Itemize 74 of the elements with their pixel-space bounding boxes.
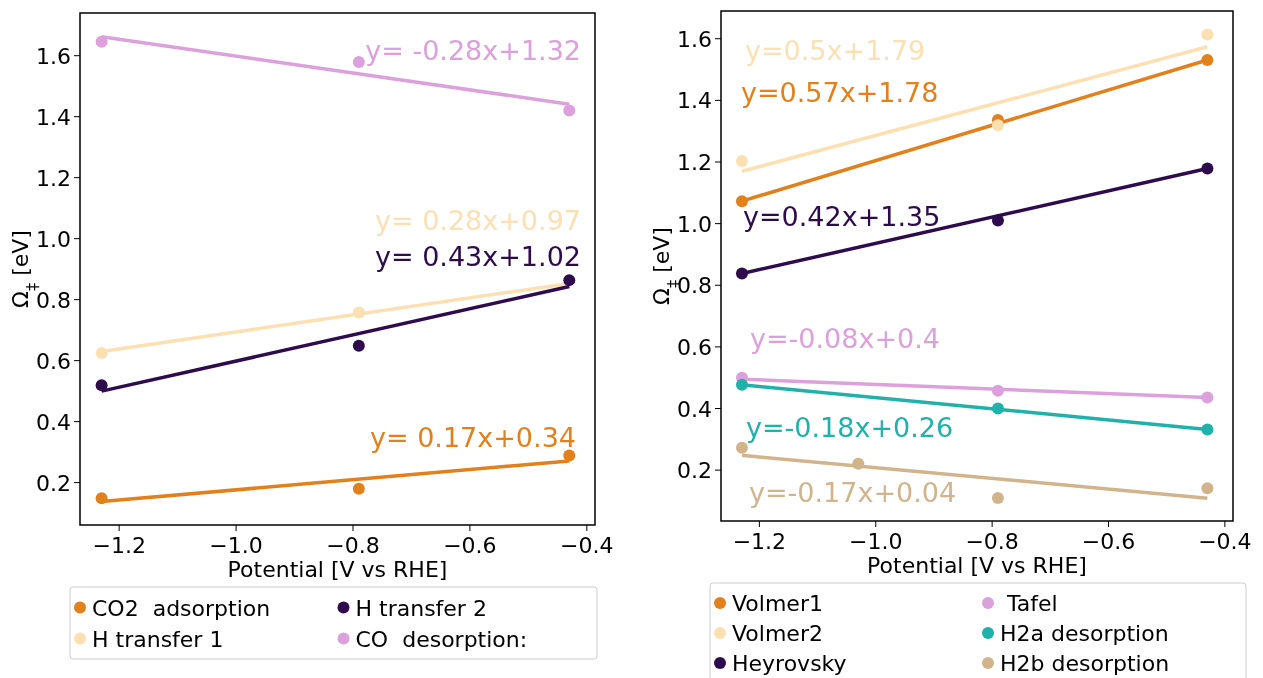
annotation: y= 0.28x+0.97 [374,205,581,236]
point [991,384,1004,397]
point [991,402,1004,415]
legend-label: Heyrovsky [732,651,847,676]
y-tick-label: 0.2 [677,458,712,484]
y-tick-label: 1.4 [677,88,712,114]
annotation: y=-0.18x+0.26 [746,412,954,443]
point [1201,162,1214,175]
y-tick-label: 1.2 [36,165,71,191]
point [352,306,365,319]
point [1201,482,1214,495]
y-tick-label: 1.6 [677,26,712,52]
annotation: y=-0.17x+0.04 [749,477,957,508]
y-tick-label: 0.2 [36,470,71,496]
x-axis-title: Potential [V vs RHE] [867,553,1087,578]
legend-label: H transfer 1 [92,626,224,652]
y-tick-label: 0.4 [36,409,71,435]
legend-label: H transfer 2 [355,595,487,621]
y-tick-label: 1.2 [677,150,712,175]
annotation: y=0.57x+1.78 [741,77,939,108]
x-tick-label: −0.6 [1081,529,1136,554]
point [352,339,365,352]
x-tick-label: −0.4 [560,533,614,558]
annotation: y=0.5x+1.79 [745,35,926,66]
y-tick-label: 0.4 [677,396,712,422]
legend-label: Volmer1 [732,591,823,616]
y-tick-label: 1.4 [36,104,71,130]
point [95,379,108,392]
point [991,491,1004,504]
annotation: y=0.42x+1.35 [743,201,941,232]
x-tick-label: −0.8 [326,533,380,558]
legend-label: Volmer2 [732,621,823,646]
point [852,457,865,470]
x-tick-label: −1.0 [849,529,903,554]
legend-label: H2a desorption [1000,621,1169,646]
annotation: y=-0.08x+0.4 [750,323,941,354]
point [95,35,108,48]
y-tick-label: 0.6 [677,334,712,360]
x-tick-label: −1.0 [209,533,263,558]
point [735,195,748,208]
point [1201,54,1214,66]
annotation: y= -0.28x+1.32 [365,35,581,66]
y-tick-label: 1.0 [36,226,71,252]
point [352,482,365,495]
point [563,449,576,462]
point [735,155,748,168]
point [991,214,1004,227]
x-tick-label: −0.6 [443,533,497,558]
legend-label: CO2 adsorption [92,595,271,621]
x-axis-title: Potential [V vs RHE] [227,557,448,582]
point [563,274,576,287]
annotation: y= 0.43x+1.02 [374,241,581,272]
point [735,267,748,280]
point [95,347,108,360]
legend-label: CO desorption: [355,626,528,652]
point [735,441,748,454]
x-tick-label: −1.2 [732,529,787,554]
x-tick-label: −0.8 [965,529,1019,554]
point [352,56,365,69]
point [991,119,1004,132]
y-tick-label: 1.6 [36,43,71,69]
point [735,378,748,391]
x-tick-label: −1.2 [92,533,146,558]
y-tick-label: 1.0 [677,211,712,237]
point [95,492,108,505]
annotation: y= 0.17x+0.34 [369,422,576,453]
point [1201,423,1214,436]
point [1201,391,1214,404]
point [563,104,576,117]
legend-label: Tafel [1000,591,1058,616]
point [1201,28,1214,41]
legend-label: H2b desorption [1000,651,1170,676]
x-tick-label: −0.4 [1198,529,1252,554]
y-tick-label: 0.6 [36,348,71,374]
